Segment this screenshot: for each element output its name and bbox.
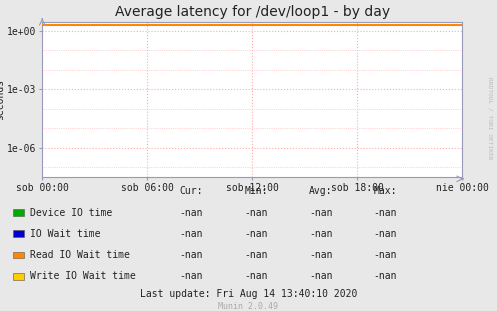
Text: -nan: -nan xyxy=(179,250,203,260)
Text: Munin 2.0.49: Munin 2.0.49 xyxy=(219,302,278,311)
Text: -nan: -nan xyxy=(309,208,332,218)
Text: Write IO Wait time: Write IO Wait time xyxy=(30,271,136,281)
Text: RRDTOOL / TOBI OETIKER: RRDTOOL / TOBI OETIKER xyxy=(487,77,492,160)
Text: Cur:: Cur: xyxy=(179,186,203,196)
Text: -nan: -nan xyxy=(244,229,268,239)
Text: IO Wait time: IO Wait time xyxy=(30,229,100,239)
Text: -nan: -nan xyxy=(373,229,397,239)
Text: Avg:: Avg: xyxy=(309,186,332,196)
Text: -nan: -nan xyxy=(179,229,203,239)
Title: Average latency for /dev/loop1 - by day: Average latency for /dev/loop1 - by day xyxy=(115,5,390,19)
Text: Read IO Wait time: Read IO Wait time xyxy=(30,250,130,260)
Text: -nan: -nan xyxy=(373,208,397,218)
Text: -nan: -nan xyxy=(309,250,332,260)
Y-axis label: seconds: seconds xyxy=(0,79,4,120)
Text: Min:: Min: xyxy=(244,186,268,196)
Text: Max:: Max: xyxy=(373,186,397,196)
Text: -nan: -nan xyxy=(373,250,397,260)
Text: Last update: Fri Aug 14 13:40:10 2020: Last update: Fri Aug 14 13:40:10 2020 xyxy=(140,289,357,299)
Text: -nan: -nan xyxy=(179,271,203,281)
Text: -nan: -nan xyxy=(373,271,397,281)
Text: -nan: -nan xyxy=(309,271,332,281)
Text: -nan: -nan xyxy=(244,250,268,260)
Text: Device IO time: Device IO time xyxy=(30,208,112,218)
Text: -nan: -nan xyxy=(179,208,203,218)
Text: -nan: -nan xyxy=(244,271,268,281)
Text: -nan: -nan xyxy=(244,208,268,218)
Text: -nan: -nan xyxy=(309,229,332,239)
